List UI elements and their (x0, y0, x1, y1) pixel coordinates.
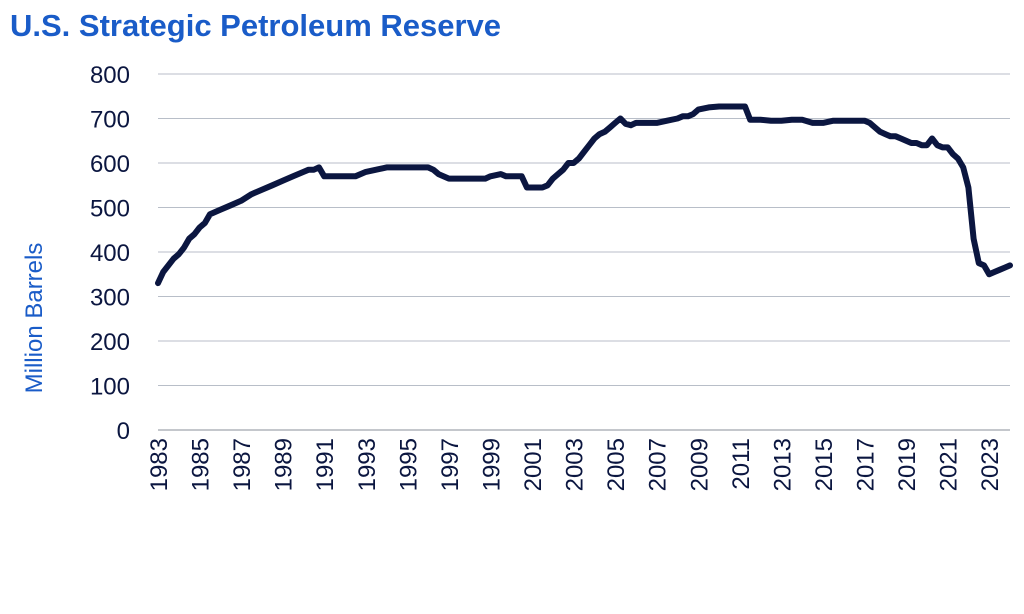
y-axis-ticks: 0 100 200 300 400 500 600 700 800 (90, 62, 130, 445)
x-tick-label: 2021 (936, 438, 963, 491)
x-tick-label: 2003 (562, 438, 589, 491)
x-tick-label: 2009 (686, 438, 713, 491)
y-tick-label: 700 (90, 107, 130, 134)
x-tick-label: 1993 (354, 438, 381, 491)
x-tick-label: 2019 (894, 438, 921, 491)
x-tick-label: 2017 (853, 438, 880, 491)
y-axis-label: Million Barrels (21, 243, 48, 394)
chart-title: U.S. Strategic Petroleum Reserve (10, 8, 502, 43)
y-tick-label: 600 (90, 151, 130, 178)
gridlines (158, 73, 1010, 431)
x-tick-label: 1997 (437, 438, 464, 491)
y-tick-label: 300 (90, 285, 130, 312)
x-tick-label: 2005 (603, 438, 630, 491)
x-tick-label: 2001 (520, 438, 547, 491)
x-tick-label: 1985 (188, 438, 215, 491)
series-line (155, 103, 1013, 287)
x-tick-label: 2015 (811, 438, 838, 491)
y-tick-label: 800 (90, 62, 130, 89)
x-tick-label: 1983 (146, 438, 173, 491)
x-tick-label: 1991 (312, 438, 339, 491)
x-tick-label: 2011 (728, 438, 755, 490)
x-tick-label: 2023 (977, 438, 1004, 491)
y-tick-label: 400 (90, 240, 130, 267)
x-tick-label: 1995 (395, 438, 422, 491)
x-tick-label: 1989 (271, 438, 298, 491)
x-axis-ticks: 1983 1985 1987 1989 1991 1993 1995 1997 1999 2001… (146, 438, 1004, 491)
y-tick-label: 100 (90, 374, 130, 401)
series-layer (155, 103, 1013, 287)
x-tick-label: 1999 (478, 438, 505, 491)
x-tick-label: 2007 (645, 438, 672, 491)
x-tick-label: 2013 (769, 438, 796, 491)
x-tick-label: 1987 (229, 438, 256, 491)
y-tick-label: 200 (90, 329, 130, 356)
y-tick-label: 0 (117, 418, 130, 445)
y-tick-label: 500 (90, 196, 130, 223)
